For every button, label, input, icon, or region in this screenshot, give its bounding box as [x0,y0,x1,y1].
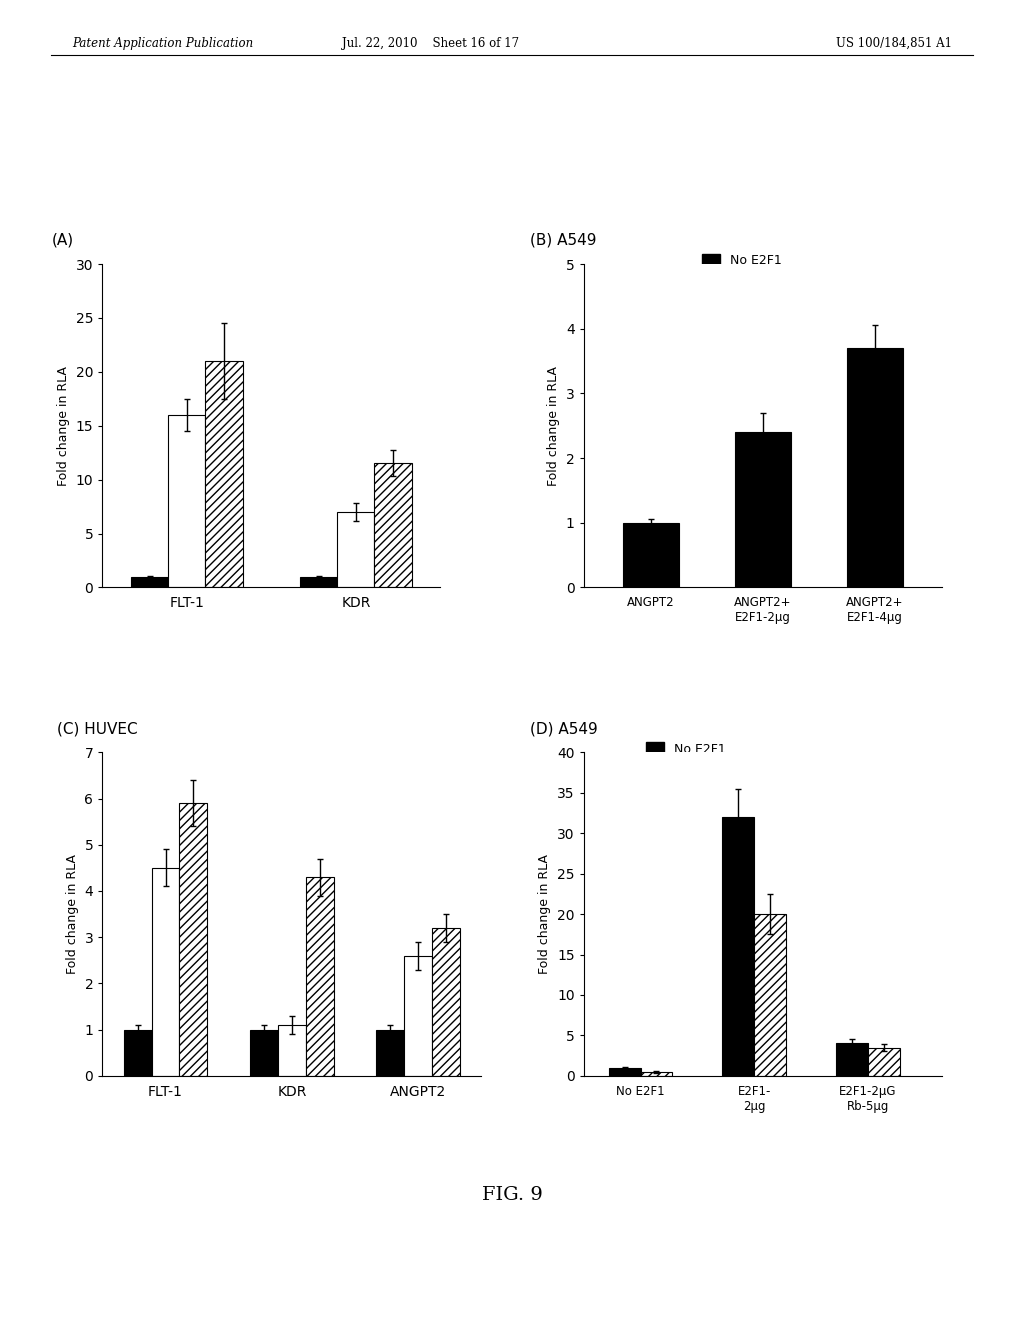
Bar [131,577,168,587]
Y-axis label: Fold change in RLA: Fold change in RLA [57,366,71,486]
Y-axis label: Fold change in RLA: Fold change in RLA [66,854,79,974]
Bar [723,817,755,1076]
Y-axis label: Fold change in RLA: Fold change in RLA [547,366,560,486]
Text: (C) HUVEC: (C) HUVEC [57,721,137,737]
Bar [206,360,243,587]
Bar [432,928,460,1076]
Bar [152,869,179,1076]
Bar [868,1048,900,1076]
Text: US 100/184,851 A1: US 100/184,851 A1 [837,37,952,50]
Bar [755,913,786,1076]
Legend: No E2F1, E2F1-1μg, E2F1-2μg: No E2F1, E2F1-1μg, E2F1-2μg [646,742,732,789]
Legend: No E2F1, E2F1-1μg, E2F1-2μg: No E2F1, E2F1-1μg, E2F1-2μg [702,253,788,301]
Bar [250,1030,278,1076]
Bar [847,348,903,587]
Bar [179,803,207,1076]
Bar [278,1024,306,1076]
Bar [124,1030,152,1076]
Bar [168,414,206,587]
Bar [623,523,679,587]
Y-axis label: Fold change in RLA: Fold change in RLA [539,854,552,974]
Text: (D) A549: (D) A549 [530,721,598,737]
Bar [404,956,432,1076]
Bar [375,463,412,587]
Text: Jul. 22, 2010    Sheet 16 of 17: Jul. 22, 2010 Sheet 16 of 17 [342,37,518,50]
Bar [608,1068,641,1076]
Bar [306,876,334,1076]
Text: (B) A549: (B) A549 [530,232,596,248]
Text: Patent Application Publication: Patent Application Publication [72,37,253,50]
Bar [377,1030,404,1076]
Bar [641,1072,673,1076]
Text: FIG. 9: FIG. 9 [481,1185,543,1204]
Text: (A): (A) [51,232,74,248]
Bar [300,577,337,587]
Bar [837,1043,868,1076]
Bar [337,512,375,587]
Bar [735,432,791,587]
